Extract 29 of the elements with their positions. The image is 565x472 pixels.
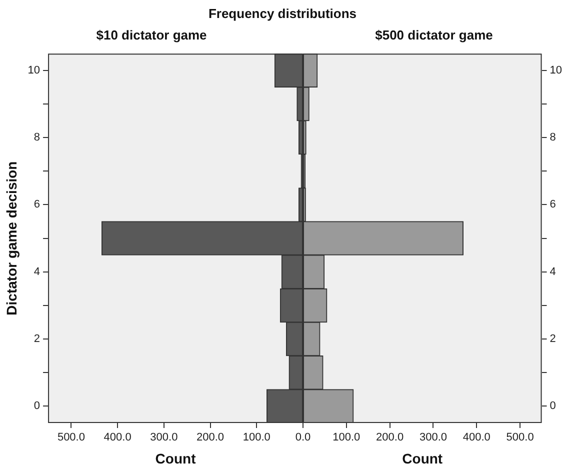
- y-tick-label: 0: [34, 400, 40, 412]
- x-tick-label: 200.0: [376, 432, 404, 444]
- y-tick-label: 6: [550, 198, 556, 211]
- y-axis-title: Dictator game decision: [3, 161, 20, 316]
- x-tick-label: 300.0: [419, 432, 447, 444]
- x-tick-label: 400.0: [462, 432, 490, 444]
- chart-subtitle: $500 dictator game: [375, 27, 493, 42]
- x-tick-label: 300.0: [150, 432, 178, 444]
- x-tick-label: 100.0: [332, 432, 360, 444]
- x-tick-label: 400.0: [104, 432, 132, 444]
- y-tick-label: 8: [550, 132, 556, 144]
- y-tick-label: 0: [550, 400, 556, 412]
- x-tick-label: 500.0: [57, 432, 85, 444]
- chart-subtitle: $10 dictator game: [96, 27, 207, 42]
- x-tick-label: 0.0: [295, 432, 311, 444]
- y-tick-label: 4: [550, 266, 556, 278]
- y-tick-label: 8: [34, 132, 40, 144]
- x-tick-label: 200.0: [196, 432, 224, 444]
- y-tick-label: 2: [550, 333, 556, 346]
- y-tick-label: 10: [28, 64, 40, 76]
- chart-title: Frequency distributions: [207, 6, 358, 21]
- y-tick-label: 4: [34, 266, 40, 278]
- y-tick-label: 10: [550, 64, 562, 76]
- y-tick-label: 6: [34, 198, 40, 211]
- x-tick-label: 500.0: [506, 432, 534, 444]
- x-axis-title: Count: [402, 450, 443, 466]
- x-axis-title: Count: [155, 450, 196, 466]
- y-tick-label: 2: [34, 333, 40, 346]
- x-tick-label: 100.0: [242, 432, 270, 444]
